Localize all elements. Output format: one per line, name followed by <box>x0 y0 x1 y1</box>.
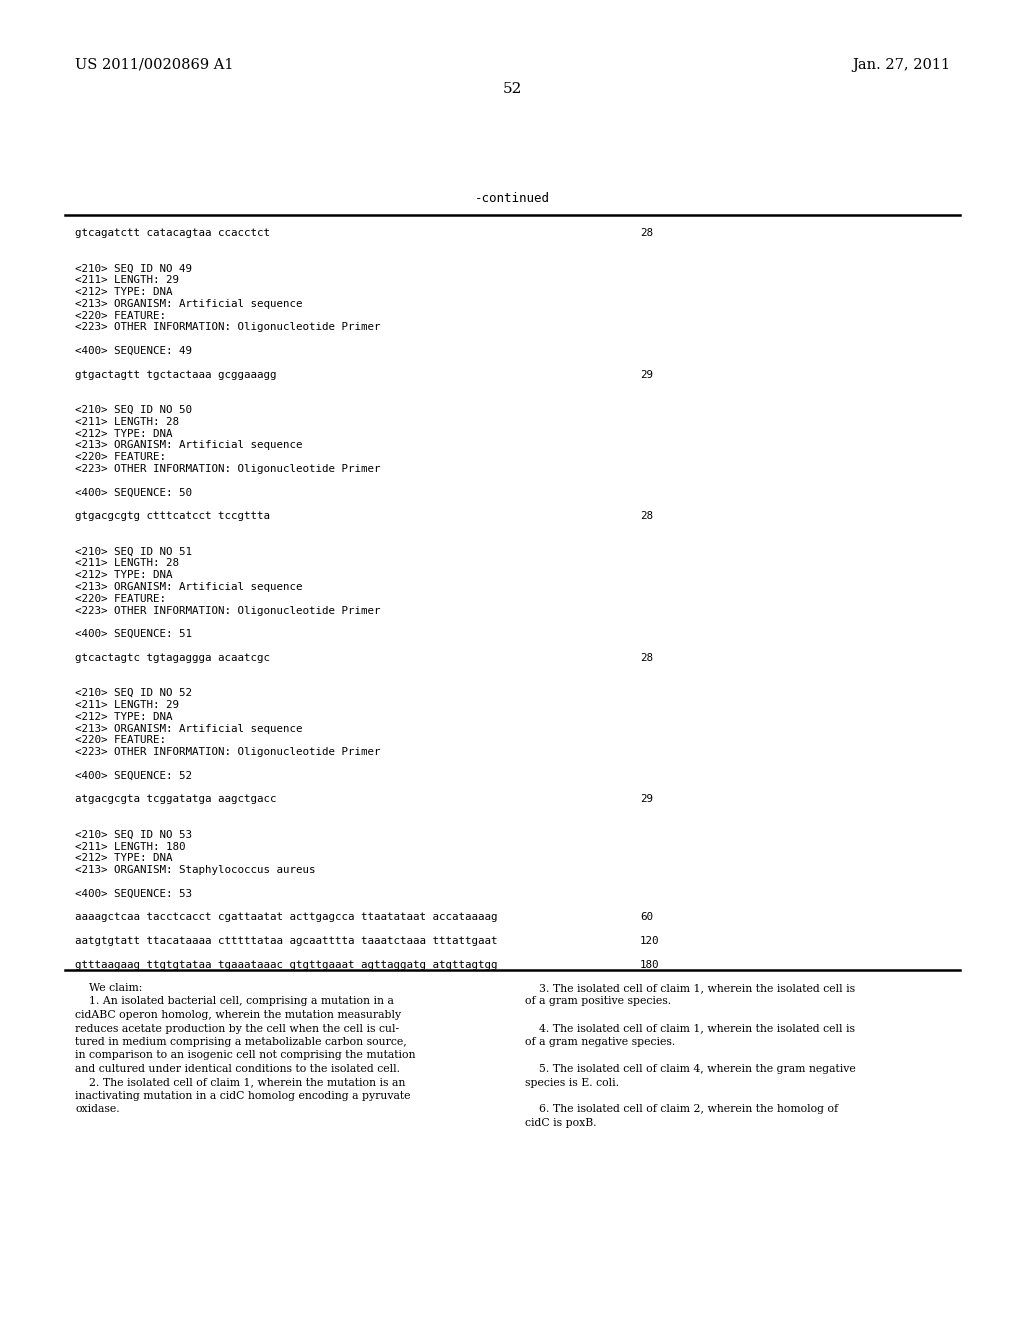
Text: US 2011/0020869 A1: US 2011/0020869 A1 <box>75 58 233 73</box>
Text: atgacgcgta tcggatatga aagctgacc: atgacgcgta tcggatatga aagctgacc <box>75 795 276 804</box>
Text: 4. The isolated cell of claim 1, wherein the isolated cell is: 4. The isolated cell of claim 1, wherein… <box>525 1023 855 1034</box>
Text: cidABC operon homolog, wherein the mutation measurably: cidABC operon homolog, wherein the mutat… <box>75 1010 401 1020</box>
Text: -continued: -continued <box>474 191 550 205</box>
Text: <211> LENGTH: 28: <211> LENGTH: 28 <box>75 417 179 426</box>
Text: <210> SEQ ID NO 50: <210> SEQ ID NO 50 <box>75 405 193 414</box>
Text: <213> ORGANISM: Staphylococcus aureus: <213> ORGANISM: Staphylococcus aureus <box>75 865 315 875</box>
Text: species is E. coli.: species is E. coli. <box>525 1077 618 1088</box>
Text: <211> LENGTH: 28: <211> LENGTH: 28 <box>75 558 179 569</box>
Text: <220> FEATURE:: <220> FEATURE: <box>75 453 166 462</box>
Text: 60: 60 <box>640 912 653 923</box>
Text: <400> SEQUENCE: 53: <400> SEQUENCE: 53 <box>75 888 193 899</box>
Text: <213> ORGANISM: Artificial sequence: <213> ORGANISM: Artificial sequence <box>75 298 302 309</box>
Text: cidC is poxB.: cidC is poxB. <box>525 1118 597 1129</box>
Text: <210> SEQ ID NO 52: <210> SEQ ID NO 52 <box>75 688 193 698</box>
Text: <213> ORGANISM: Artificial sequence: <213> ORGANISM: Artificial sequence <box>75 582 302 591</box>
Text: <212> TYPE: DNA: <212> TYPE: DNA <box>75 429 172 438</box>
Text: <210> SEQ ID NO 53: <210> SEQ ID NO 53 <box>75 830 193 840</box>
Text: <223> OTHER INFORMATION: Oligonucleotide Primer: <223> OTHER INFORMATION: Oligonucleotide… <box>75 322 381 333</box>
Text: <210> SEQ ID NO 49: <210> SEQ ID NO 49 <box>75 264 193 273</box>
Text: <400> SEQUENCE: 51: <400> SEQUENCE: 51 <box>75 630 193 639</box>
Text: <211> LENGTH: 180: <211> LENGTH: 180 <box>75 842 185 851</box>
Text: reduces acetate production by the cell when the cell is cul-: reduces acetate production by the cell w… <box>75 1023 399 1034</box>
Text: <400> SEQUENCE: 49: <400> SEQUENCE: 49 <box>75 346 193 356</box>
Text: gtgactagtt tgctactaaa gcggaaagg: gtgactagtt tgctactaaa gcggaaagg <box>75 370 276 380</box>
Text: 2. The isolated cell of claim 1, wherein the mutation is an: 2. The isolated cell of claim 1, wherein… <box>75 1077 406 1088</box>
Text: oxidase.: oxidase. <box>75 1105 120 1114</box>
Text: 29: 29 <box>640 370 653 380</box>
Text: <220> FEATURE:: <220> FEATURE: <box>75 594 166 603</box>
Text: of a gram positive species.: of a gram positive species. <box>525 997 671 1006</box>
Text: <220> FEATURE:: <220> FEATURE: <box>75 735 166 746</box>
Text: We claim:: We claim: <box>75 983 142 993</box>
Text: 120: 120 <box>640 936 659 946</box>
Text: 1. An isolated bacterial cell, comprising a mutation in a: 1. An isolated bacterial cell, comprisin… <box>75 997 394 1006</box>
Text: 28: 28 <box>640 228 653 238</box>
Text: and cultured under identical conditions to the isolated cell.: and cultured under identical conditions … <box>75 1064 400 1074</box>
Text: <220> FEATURE:: <220> FEATURE: <box>75 310 166 321</box>
Text: 52: 52 <box>503 82 521 96</box>
Text: <212> TYPE: DNA: <212> TYPE: DNA <box>75 711 172 722</box>
Text: 180: 180 <box>640 960 659 970</box>
Text: <212> TYPE: DNA: <212> TYPE: DNA <box>75 286 172 297</box>
Text: Jan. 27, 2011: Jan. 27, 2011 <box>852 58 950 73</box>
Text: aaaagctcaa tacctcacct cgattaatat acttgagcca ttaatataat accataaaag: aaaagctcaa tacctcacct cgattaatat acttgag… <box>75 912 498 923</box>
Text: <223> OTHER INFORMATION: Oligonucleotide Primer: <223> OTHER INFORMATION: Oligonucleotide… <box>75 606 381 615</box>
Text: in comparison to an isogenic cell not comprising the mutation: in comparison to an isogenic cell not co… <box>75 1051 416 1060</box>
Text: <223> OTHER INFORMATION: Oligonucleotide Primer: <223> OTHER INFORMATION: Oligonucleotide… <box>75 747 381 758</box>
Text: <400> SEQUENCE: 52: <400> SEQUENCE: 52 <box>75 771 193 781</box>
Text: <400> SEQUENCE: 50: <400> SEQUENCE: 50 <box>75 487 193 498</box>
Text: <223> OTHER INFORMATION: Oligonucleotide Primer: <223> OTHER INFORMATION: Oligonucleotide… <box>75 465 381 474</box>
Text: <212> TYPE: DNA: <212> TYPE: DNA <box>75 570 172 581</box>
Text: tured in medium comprising a metabolizable carbon source,: tured in medium comprising a metabolizab… <box>75 1038 407 1047</box>
Text: gtcagatctt catacagtaa ccacctct: gtcagatctt catacagtaa ccacctct <box>75 228 270 238</box>
Text: <211> LENGTH: 29: <211> LENGTH: 29 <box>75 275 179 285</box>
Text: 6. The isolated cell of claim 2, wherein the homolog of: 6. The isolated cell of claim 2, wherein… <box>525 1105 838 1114</box>
Text: <213> ORGANISM: Artificial sequence: <213> ORGANISM: Artificial sequence <box>75 441 302 450</box>
Text: gtcactagtc tgtagaggga acaatcgc: gtcactagtc tgtagaggga acaatcgc <box>75 653 270 663</box>
Text: aatgtgtatt ttacataaaa ctttttataa agcaatttta taaatctaaa tttattgaat: aatgtgtatt ttacataaaa ctttttataa agcaatt… <box>75 936 498 946</box>
Text: <211> LENGTH: 29: <211> LENGTH: 29 <box>75 700 179 710</box>
Text: 28: 28 <box>640 511 653 521</box>
Text: 3. The isolated cell of claim 1, wherein the isolated cell is: 3. The isolated cell of claim 1, wherein… <box>525 983 855 993</box>
Text: of a gram negative species.: of a gram negative species. <box>525 1038 675 1047</box>
Text: <213> ORGANISM: Artificial sequence: <213> ORGANISM: Artificial sequence <box>75 723 302 734</box>
Text: <212> TYPE: DNA: <212> TYPE: DNA <box>75 854 172 863</box>
Text: 29: 29 <box>640 795 653 804</box>
Text: gtgacgcgtg ctttcatcct tccgttta: gtgacgcgtg ctttcatcct tccgttta <box>75 511 270 521</box>
Text: 28: 28 <box>640 653 653 663</box>
Text: gtttaagaag ttgtgtataa tgaaataaac gtgttgaaat agttaggatg atgttagtgg: gtttaagaag ttgtgtataa tgaaataaac gtgttga… <box>75 960 498 970</box>
Text: <210> SEQ ID NO 51: <210> SEQ ID NO 51 <box>75 546 193 557</box>
Text: 5. The isolated cell of claim 4, wherein the gram negative: 5. The isolated cell of claim 4, wherein… <box>525 1064 856 1074</box>
Text: inactivating mutation in a cidC homolog encoding a pyruvate: inactivating mutation in a cidC homolog … <box>75 1092 411 1101</box>
